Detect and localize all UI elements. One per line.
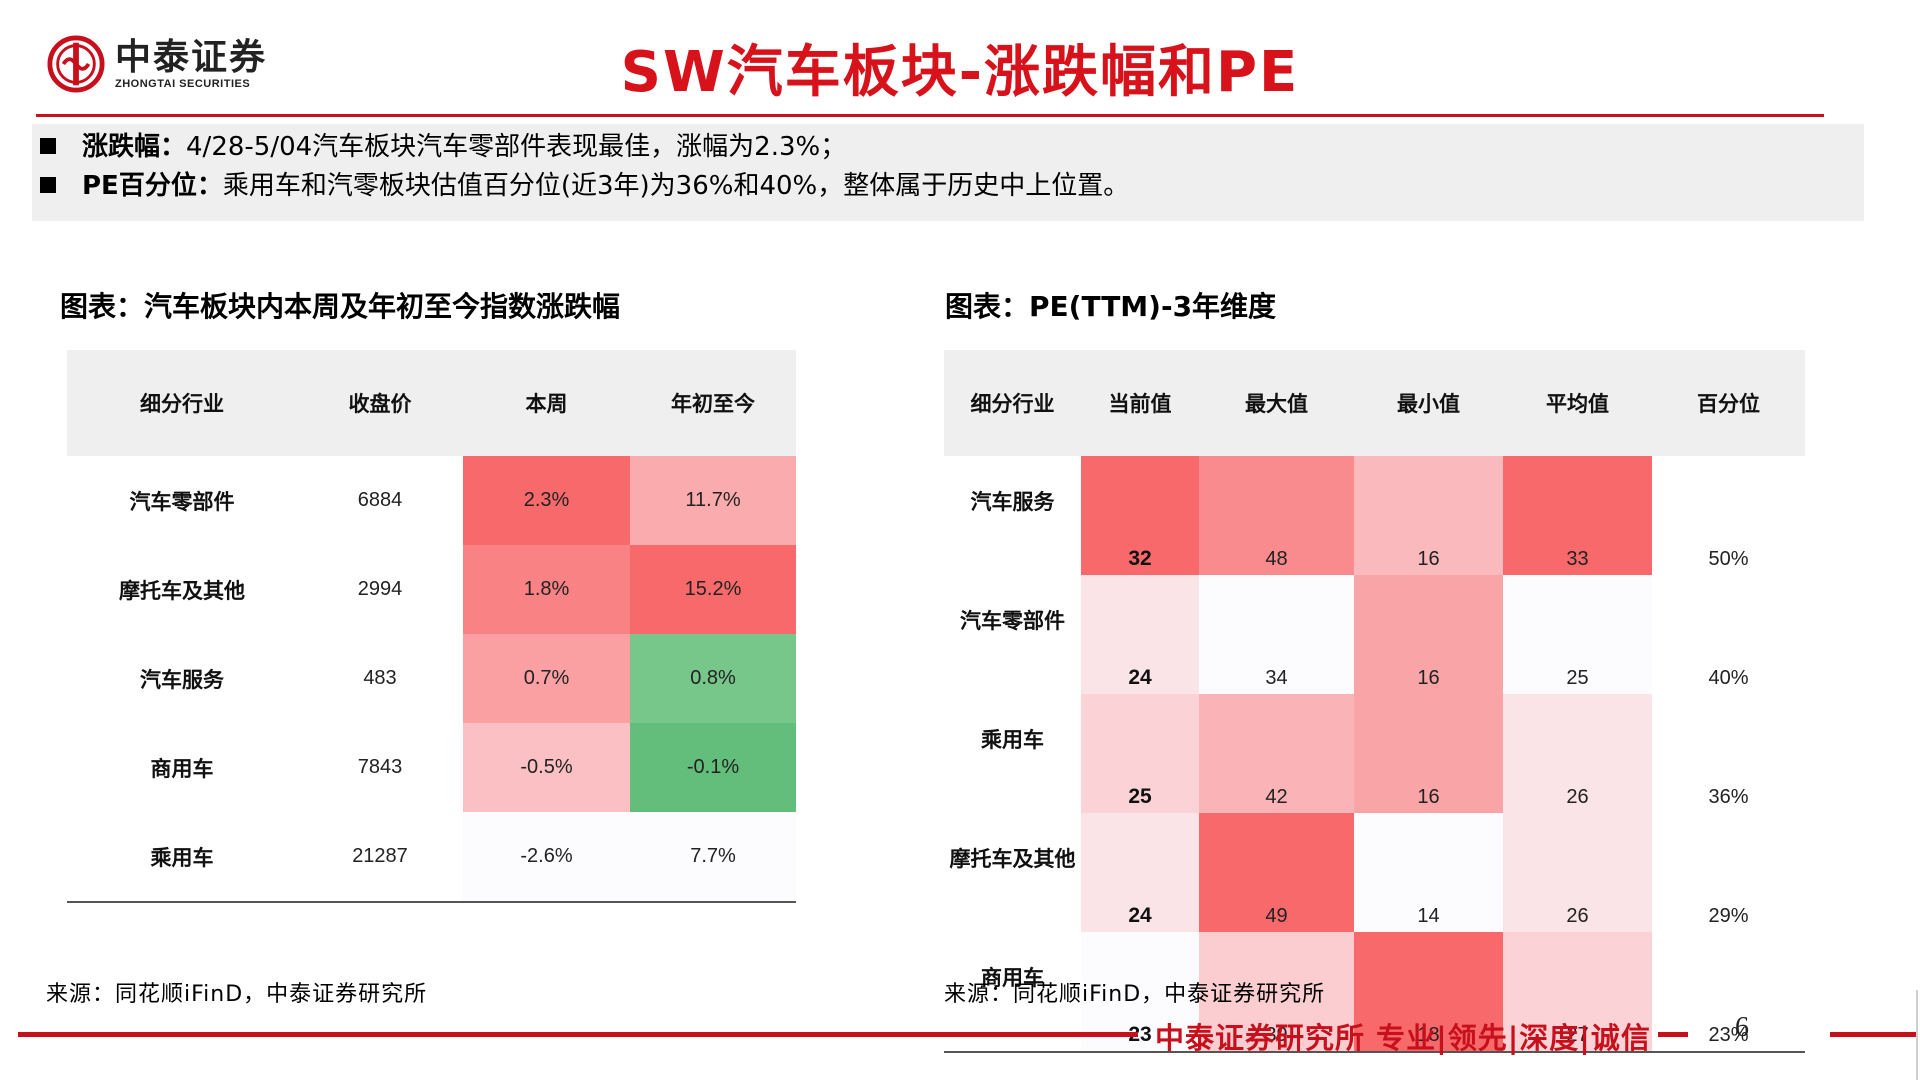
footer-divider [18,1032,1138,1037]
col-header-min: 最小值 [1354,350,1503,456]
cell-week-change: -2.6% [463,812,630,903]
cell-percentile: 36% [1708,786,1749,808]
right-table-caption: 图表：PE(TTM)-3年维度 [945,290,1277,323]
cell-current-pe: 24 [1081,813,1199,932]
table-row: 摩托车及其他 24 49 14 26 29% [944,813,1805,932]
cell-ytd-change: 7.7% [630,812,796,903]
cell-week-change: 2.3% [463,456,630,545]
cell-avg-pe: 26 [1503,813,1652,932]
square-bullet-icon [40,138,56,154]
cell-max-pe: 39 [1199,932,1354,1053]
cell-percentile: 40% [1708,667,1749,689]
title-divider [36,114,1824,117]
cell-close: 21287 [297,812,463,903]
left-source-note: 来源：同花顺iFinD，中泰证券研究所 [46,982,428,1007]
left-table-caption: 图表：汽车板块内本周及年初至今指数涨跌幅 [60,290,621,323]
zhongtai-logo-icon [47,35,105,93]
cell-industry: 汽车零部件 [129,489,235,514]
cell-avg-pe: 26 [1503,694,1652,813]
table-header-row: 细分行业 当前值 最大值 最小值 平均值 百分位 [944,350,1805,456]
col-header-avg: 平均值 [1503,350,1652,456]
cell-industry: 汽车零部件 [960,609,1065,633]
page-edge-divider [1916,990,1918,1080]
cell-percentile: 50% [1708,548,1749,570]
cell-max-pe: 49 [1199,813,1354,932]
cell-industry: 摩托车及其他 [949,847,1076,871]
index-change-table: 细分行业 收盘价 本周 年初至今 汽车零部件 6884 2.3% 11.7% 摩托车及其… [67,350,796,903]
summary-box: 涨跌幅：4/28-5/04汽车板块汽车零部件表现最佳，涨幅为2.3%； PE百分… [32,124,1864,221]
cell-current-pe: 24 [1081,575,1199,694]
brand-name-cn: 中泰证券 [115,37,268,78]
col-header-ytd: 年初至今 [630,350,796,456]
col-header-close: 收盘价 [297,350,463,456]
cell-avg-pe: 25 [1503,575,1652,694]
cell-avg-pe: 27 [1503,932,1652,1053]
summary-label: 涨跌幅： [82,132,187,162]
summary-item: PE百分位：乘用车和汽零板块估值百分位(近3年)为36%和40%，整体属于历史中… [34,169,1129,203]
summary-item: 涨跌幅：4/28-5/04汽车板块汽车零部件表现最佳，涨幅为2.3%； [34,130,846,164]
table-row: 汽车零部件 24 34 16 25 40% [944,575,1805,694]
col-header-industry: 细分行业 [67,350,297,456]
cell-close: 483 [363,667,397,689]
cell-close: 6884 [357,489,403,511]
col-header-max: 最大值 [1199,350,1354,456]
col-header-percentile: 百分位 [1652,350,1805,456]
page-title: SW汽车板块-涨跌幅和PE [620,40,1300,105]
summary-text: 4/28-5/04汽车板块汽车零部件表现最佳，涨幅为2.3%； [186,132,847,162]
square-bullet-icon [40,177,56,193]
cell-industry: 汽车服务 [140,667,224,692]
table-row: 乘用车 25 42 16 26 36% [944,694,1805,813]
table-row: 汽车服务 483 0.7% 0.8% [67,634,796,723]
cell-max-pe: 42 [1199,694,1354,813]
cell-ytd-change: 11.7% [630,456,796,545]
page-number: 6 [1735,1012,1749,1043]
summary-label: PE百分位： [82,171,223,201]
cell-percentile: 23% [1652,932,1805,1053]
cell-week-change: -0.5% [463,723,630,812]
right-source-note: 来源：同花顺iFinD，中泰证券研究所 [944,982,1326,1007]
pe-ttm-table: 细分行业 当前值 最大值 最小值 平均值 百分位 汽车服务 32 48 16 33 50%… [944,350,1805,1053]
cell-industry: 摩托车及其他 [119,578,245,603]
col-header-industry: 细分行业 [944,350,1081,456]
cell-week-change: 1.8% [463,545,630,634]
col-header-current: 当前值 [1081,350,1199,456]
cell-min-pe: 14 [1354,813,1503,932]
cell-ytd-change: 0.8% [630,634,796,723]
summary-text: 乘用车和汽零板块估值百分位(近3年)为36%和40%，整体属于历史中上位置。 [222,171,1130,201]
cell-week-change: 0.7% [463,634,630,723]
table-row: 摩托车及其他 2994 1.8% 15.2% [67,545,796,634]
footer-divider [1658,1032,1688,1037]
cell-close: 2994 [357,578,403,600]
footer-brand-line: 中泰证券研究所 专业|领先|深度|诚信 [1155,1021,1651,1055]
col-header-week: 本周 [463,350,630,456]
cell-close: 7843 [357,756,403,778]
cell-max-pe: 34 [1199,575,1354,694]
table-row: 乘用车 21287 -2.6% 7.7% [67,812,796,903]
cell-avg-pe: 33 [1503,456,1652,575]
cell-current-pe: 32 [1081,456,1199,575]
footer-divider [1830,1032,1916,1037]
brand-logo: 中泰证券 ZHONGTAI SECURITIES [47,35,267,93]
cell-min-pe: 18 [1354,932,1503,1053]
cell-percentile: 29% [1708,905,1749,927]
cell-industry: 乘用车 [981,728,1044,752]
cell-ytd-change: 15.2% [630,545,796,634]
table-row: 商用车 7843 -0.5% -0.1% [67,723,796,812]
cell-industry: 乘用车 [67,812,297,903]
cell-ytd-change: -0.1% [630,723,796,812]
cell-industry: 商用车 [150,756,214,781]
brand-name-en: ZHONGTAI SECURITIES [115,78,251,90]
cell-max-pe: 48 [1199,456,1354,575]
table-header-row: 细分行业 收盘价 本周 年初至今 [67,350,796,456]
cell-industry: 汽车服务 [970,490,1055,514]
table-row: 汽车服务 32 48 16 33 50% [944,456,1805,575]
cell-min-pe: 16 [1354,575,1503,694]
cell-min-pe: 16 [1354,456,1503,575]
cell-current-pe: 25 [1081,694,1199,813]
cell-min-pe: 16 [1354,694,1503,813]
table-row: 汽车零部件 6884 2.3% 11.7% [67,456,796,545]
